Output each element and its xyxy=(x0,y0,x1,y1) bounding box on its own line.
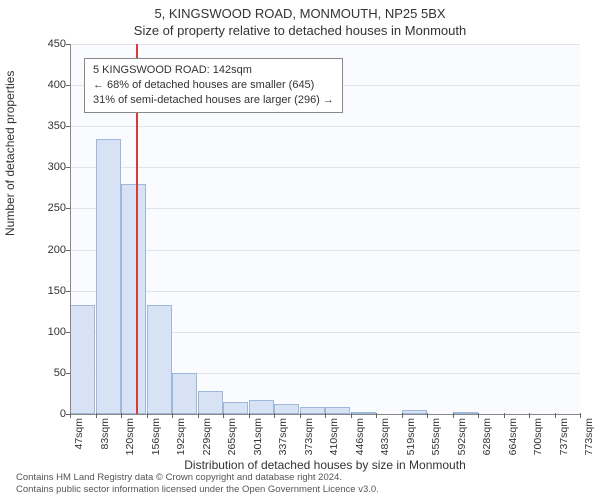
x-tick-mark xyxy=(147,413,148,418)
y-tick-label: 50 xyxy=(54,367,66,379)
x-tick-mark xyxy=(325,413,326,418)
x-tick-label: 373sqm xyxy=(303,418,315,455)
x-tick-label: 700sqm xyxy=(532,418,544,455)
y-tick-label: 200 xyxy=(48,244,66,256)
x-tick-mark xyxy=(427,413,428,418)
histogram-bar xyxy=(274,404,299,414)
y-tick-label: 150 xyxy=(48,285,66,297)
histogram-bar xyxy=(198,391,223,414)
x-tick-label: 483sqm xyxy=(379,418,391,455)
axis-line-left xyxy=(70,44,71,414)
chart-plot-area: 5 KINGSWOOD ROAD: 142sqm← 68% of detache… xyxy=(70,44,580,414)
x-tick-mark xyxy=(453,413,454,418)
x-tick-label: 47sqm xyxy=(73,418,85,450)
footer-attribution: Contains HM Land Registry data © Crown c… xyxy=(16,472,379,496)
x-tick-label: 265sqm xyxy=(226,418,238,455)
x-tick-mark xyxy=(555,413,556,418)
x-tick-label: 229sqm xyxy=(201,418,213,455)
x-tick-label: 192sqm xyxy=(175,418,187,455)
x-tick-label: 120sqm xyxy=(124,418,136,455)
x-tick-mark xyxy=(198,413,199,418)
x-tick-label: 410sqm xyxy=(328,418,340,455)
x-tick-label: 156sqm xyxy=(150,418,162,455)
x-tick-label: 592sqm xyxy=(456,418,468,455)
y-tick-label: 350 xyxy=(48,120,66,132)
x-axis: 47sqm 83sqm 120sqm 156sqm 192sqm 229sqm 265sqm… xyxy=(70,414,580,464)
histogram-bar xyxy=(147,305,172,414)
x-tick-label: 773sqm xyxy=(583,418,595,455)
annotation-line: 31% of semi-detached houses are larger (… xyxy=(93,93,334,108)
title-block: 5, KINGSWOOD ROAD, MONMOUTH, NP25 5BX Si… xyxy=(0,0,600,38)
x-tick-label: 83sqm xyxy=(99,418,111,450)
y-tick-label: 250 xyxy=(48,202,66,214)
histogram-bar xyxy=(121,184,146,414)
footer-line-1: Contains HM Land Registry data © Crown c… xyxy=(16,472,379,484)
x-tick-mark xyxy=(529,413,530,418)
gridline xyxy=(70,167,580,168)
gridline xyxy=(70,291,580,292)
x-tick-label: 519sqm xyxy=(405,418,417,455)
y-tick-label: 400 xyxy=(48,79,66,91)
x-tick-mark xyxy=(504,413,505,418)
y-axis: 050100150200250300350400450 xyxy=(34,44,70,414)
x-tick-mark xyxy=(249,413,250,418)
x-tick-mark xyxy=(376,413,377,418)
x-axis-title: Distribution of detached houses by size … xyxy=(70,458,580,472)
x-tick-mark xyxy=(223,413,224,418)
x-tick-label: 628sqm xyxy=(481,418,493,455)
x-tick-mark xyxy=(402,413,403,418)
y-axis-title: Number of detached properties xyxy=(3,71,17,236)
gridline xyxy=(70,126,580,127)
x-tick-mark xyxy=(580,413,581,418)
x-tick-label: 337sqm xyxy=(277,418,289,455)
histogram-bar xyxy=(96,139,121,414)
x-tick-mark xyxy=(300,413,301,418)
x-tick-mark xyxy=(121,413,122,418)
footer-line-2: Contains public sector information licen… xyxy=(16,484,379,496)
y-tick-label: 450 xyxy=(48,38,66,50)
annotation-line: ← 68% of detached houses are smaller (64… xyxy=(93,78,334,93)
histogram-bar xyxy=(172,373,197,414)
histogram-bar xyxy=(249,400,274,414)
x-tick-mark xyxy=(274,413,275,418)
x-tick-mark xyxy=(70,413,71,418)
x-tick-mark xyxy=(351,413,352,418)
chart-title-main: 5, KINGSWOOD ROAD, MONMOUTH, NP25 5BX xyxy=(0,6,600,21)
x-tick-label: 555sqm xyxy=(430,418,442,455)
annotation-box: 5 KINGSWOOD ROAD: 142sqm← 68% of detache… xyxy=(84,58,343,113)
y-tick-label: 300 xyxy=(48,161,66,173)
annotation-line: 5 KINGSWOOD ROAD: 142sqm xyxy=(93,63,334,78)
x-tick-label: 737sqm xyxy=(558,418,570,455)
y-tick-label: 100 xyxy=(48,326,66,338)
x-tick-mark xyxy=(172,413,173,418)
histogram-bar xyxy=(70,305,95,414)
gridline xyxy=(70,208,580,209)
chart-title-sub: Size of property relative to detached ho… xyxy=(0,23,600,38)
x-tick-mark xyxy=(478,413,479,418)
gridline xyxy=(70,44,580,45)
x-tick-mark xyxy=(96,413,97,418)
x-tick-label: 301sqm xyxy=(252,418,264,455)
gridline xyxy=(70,250,580,251)
histogram-bar xyxy=(223,402,248,414)
x-tick-label: 446sqm xyxy=(354,418,366,455)
x-tick-label: 664sqm xyxy=(507,418,519,455)
